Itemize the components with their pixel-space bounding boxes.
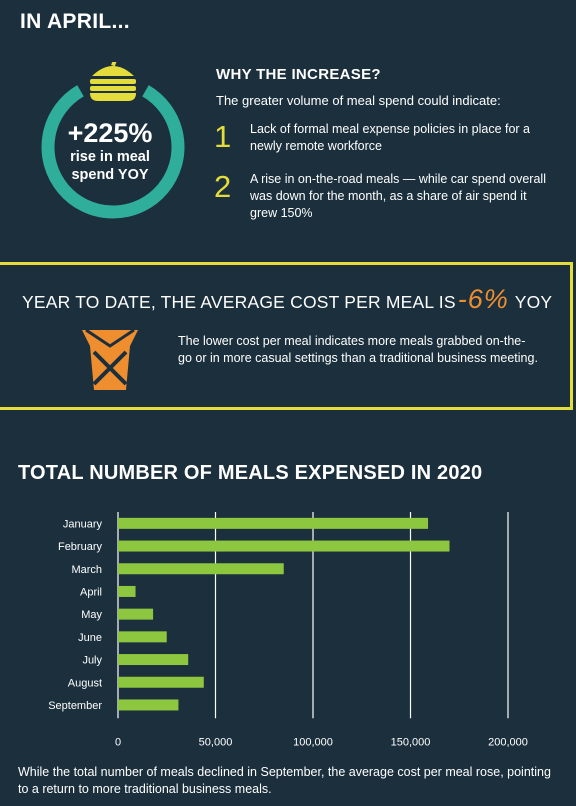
reason-text: A rise in on-the-road meals — while car … [250, 172, 546, 220]
x-tick-label: 150,000 [391, 736, 431, 748]
y-tick-label: July [82, 655, 102, 667]
reason-1: 1 Lack of formal meal expense policies i… [214, 120, 556, 155]
y-tick-label: April [80, 586, 102, 598]
ring-percent: +225% [67, 118, 153, 148]
ring-label-line1: rise in meal [70, 149, 150, 165]
y-tick-label: June [78, 632, 102, 644]
reason-2: 2 A rise in on-the-road meals — while ca… [214, 170, 556, 222]
ring-label-line2: spend YOY [71, 167, 149, 183]
y-tick-label: February [58, 541, 103, 553]
ytd-headline: YEAR TO DATE, THE AVERAGE COST PER MEAL … [22, 284, 552, 315]
bar-july [118, 654, 189, 666]
bar-february [118, 540, 450, 552]
x-tick-label: 50,000 [199, 736, 233, 748]
y-tick-label: March [71, 564, 102, 576]
y-tick-label: January [63, 518, 103, 530]
reason-number: 1 [214, 119, 232, 154]
meal-spend-ring [41, 62, 185, 219]
x-tick-label: 200,000 [488, 736, 528, 748]
bar-march [118, 563, 284, 575]
why-title: WHY THE INCREASE? [216, 66, 381, 83]
ytd-box [0, 262, 573, 410]
reason-number: 2 [214, 169, 232, 204]
x-tick-label: 0 [115, 736, 121, 748]
ytd-percent: -6% [457, 284, 509, 314]
y-tick-label: May [81, 609, 102, 621]
bar-january [118, 517, 429, 529]
ring-text: +225% rise in meal spend YOY [40, 118, 180, 184]
ytd-headline-after: YOY [514, 292, 553, 312]
bar-june [118, 631, 167, 643]
bar-august [118, 676, 204, 688]
bar-may [118, 608, 154, 620]
takeout-box-icon [82, 328, 138, 390]
reason-text: Lack of formal meal expense policies in … [250, 122, 531, 153]
meals-bar-chart: 0 50,000 100,000 150,000 200,000 January Febru… [48, 512, 528, 748]
page-title: IN APRIL... [20, 10, 130, 33]
why-intro: The greater volume of meal spend could i… [216, 93, 501, 108]
footnote: While the total number of meals declined… [18, 765, 551, 796]
chart-title: TOTAL NUMBER OF MEALS EXPENSED IN 2020 [18, 462, 483, 484]
y-tick-label: August [68, 677, 102, 689]
y-tick-label: September [48, 700, 102, 712]
ring-arc [41, 85, 185, 219]
bar-september [118, 699, 179, 711]
bar-april [118, 585, 136, 597]
ytd-headline-before: YEAR TO DATE, THE AVERAGE COST PER MEAL … [22, 292, 456, 312]
burger-icon [90, 62, 136, 101]
x-tick-label: 100,000 [293, 736, 333, 748]
ytd-text: The lower cost per meal indicates more m… [178, 334, 538, 365]
